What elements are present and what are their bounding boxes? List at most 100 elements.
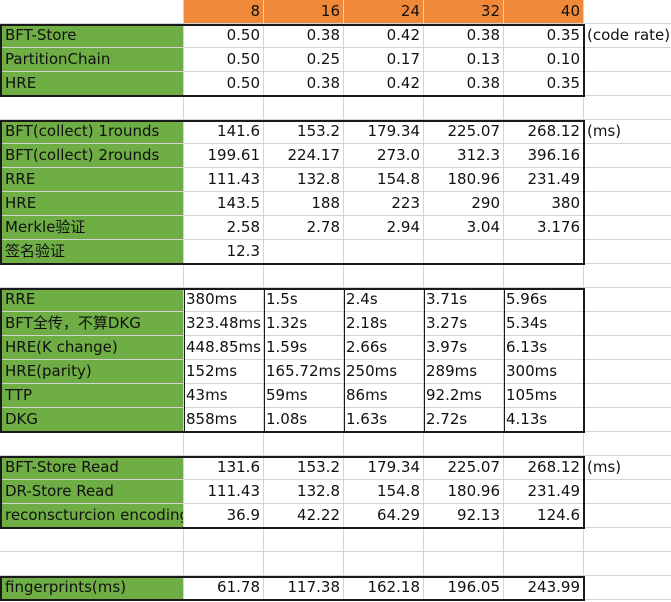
empty-cell[interactable] [344, 552, 424, 576]
value-cell[interactable]: 180.96 [424, 480, 504, 504]
value-cell[interactable]: 289ms [424, 360, 504, 384]
empty-cell[interactable] [584, 192, 671, 216]
empty-cell[interactable] [424, 96, 504, 120]
empty-cell[interactable] [344, 264, 424, 288]
empty-cell[interactable] [424, 552, 504, 576]
value-cell[interactable]: 0.50 [184, 72, 264, 96]
empty-cell[interactable] [584, 480, 671, 504]
empty-cell[interactable] [584, 360, 671, 384]
row-label-cell[interactable]: fingerprints(ms) [0, 576, 184, 600]
empty-cell[interactable] [584, 48, 671, 72]
row-label-cell[interactable]: PartitionChain [0, 48, 184, 72]
column-header-cell[interactable]: 16 [264, 0, 344, 24]
row-label-cell[interactable]: BFT-Store [0, 24, 184, 48]
empty-cell[interactable] [584, 144, 671, 168]
column-header-cell[interactable]: 40 [504, 0, 584, 24]
value-cell[interactable]: 2.66s [344, 336, 424, 360]
row-label-cell[interactable]: HRE(parity) [0, 360, 184, 384]
value-cell[interactable]: 179.34 [344, 456, 424, 480]
value-cell[interactable]: 165.72ms [264, 360, 344, 384]
empty-cell[interactable] [504, 528, 584, 552]
empty-cell[interactable] [184, 432, 264, 456]
row-label-cell[interactable]: Merkle验证 [0, 216, 184, 240]
empty-cell[interactable] [504, 96, 584, 120]
column-header-cell[interactable]: 24 [344, 0, 424, 24]
empty-cell[interactable] [184, 96, 264, 120]
value-cell[interactable]: 154.8 [344, 480, 424, 504]
row-label-cell[interactable]: BFT(collect) 2rounds [0, 144, 184, 168]
value-cell[interactable]: 300ms [504, 360, 584, 384]
value-cell[interactable]: 92.2ms [424, 384, 504, 408]
value-cell[interactable]: 59ms [264, 384, 344, 408]
value-cell[interactable]: 2.78 [264, 216, 344, 240]
row-label-cell[interactable]: DKG [0, 408, 184, 432]
value-cell[interactable]: 141.6 [184, 120, 264, 144]
value-cell[interactable]: 250ms [344, 360, 424, 384]
row-label-cell[interactable]: HRE [0, 72, 184, 96]
value-cell[interactable]: 132.8 [264, 168, 344, 192]
value-cell[interactable]: 131.6 [184, 456, 264, 480]
value-cell[interactable]: 92.13 [424, 504, 504, 528]
value-cell[interactable]: 312.3 [424, 144, 504, 168]
value-cell[interactable]: 223 [344, 192, 424, 216]
value-cell[interactable]: 36.9 [184, 504, 264, 528]
value-cell[interactable]: 124.6 [504, 504, 584, 528]
value-cell[interactable] [264, 240, 344, 264]
value-cell[interactable]: 0.42 [344, 24, 424, 48]
empty-cell[interactable] [264, 528, 344, 552]
row-label-cell[interactable]: reconscturcion encoding [0, 504, 184, 528]
value-cell[interactable]: 111.43 [184, 168, 264, 192]
empty-cell[interactable] [584, 288, 671, 312]
value-cell[interactable]: 231.49 [504, 168, 584, 192]
row-label-cell[interactable]: 签名验证 [0, 240, 184, 264]
value-cell[interactable]: 0.38 [264, 72, 344, 96]
value-cell[interactable]: 290 [424, 192, 504, 216]
value-cell[interactable]: 1.08s [264, 408, 344, 432]
empty-cell[interactable] [424, 528, 504, 552]
value-cell[interactable]: 105ms [504, 384, 584, 408]
value-cell[interactable]: 64.29 [344, 504, 424, 528]
empty-cell[interactable] [0, 552, 184, 576]
value-cell[interactable]: 0.42 [344, 72, 424, 96]
empty-cell[interactable] [0, 528, 184, 552]
value-cell[interactable]: 0.38 [424, 72, 504, 96]
empty-cell[interactable] [584, 0, 671, 24]
value-cell[interactable]: 0.38 [424, 24, 504, 48]
row-label-cell[interactable]: TTP [0, 384, 184, 408]
value-cell[interactable]: 231.49 [504, 480, 584, 504]
value-cell[interactable] [424, 240, 504, 264]
value-cell[interactable]: 273.0 [344, 144, 424, 168]
empty-cell[interactable] [264, 552, 344, 576]
value-cell[interactable]: 3.04 [424, 216, 504, 240]
empty-cell[interactable] [504, 432, 584, 456]
empty-cell[interactable] [584, 240, 671, 264]
row-label-cell[interactable]: RRE [0, 168, 184, 192]
row-label-cell[interactable]: BFT-Store Read [0, 456, 184, 480]
value-cell[interactable]: 380 [504, 192, 584, 216]
value-cell[interactable]: 42.22 [264, 504, 344, 528]
value-cell[interactable]: 179.34 [344, 120, 424, 144]
row-label-cell[interactable]: RRE [0, 288, 184, 312]
empty-cell[interactable] [584, 336, 671, 360]
value-cell[interactable]: 153.2 [264, 456, 344, 480]
value-cell[interactable]: 396.16 [504, 144, 584, 168]
value-cell[interactable]: 132.8 [264, 480, 344, 504]
value-cell[interactable]: 196.05 [424, 576, 504, 600]
row-label-cell[interactable]: HRE [0, 192, 184, 216]
row-label-cell[interactable]: HRE(K change) [0, 336, 184, 360]
value-cell[interactable]: 2.72s [424, 408, 504, 432]
value-cell[interactable]: 268.12 [504, 456, 584, 480]
value-cell[interactable]: 199.61 [184, 144, 264, 168]
empty-cell[interactable] [584, 432, 671, 456]
value-cell[interactable]: 2.58 [184, 216, 264, 240]
value-cell[interactable]: 0.35 [504, 72, 584, 96]
value-cell[interactable]: 0.38 [264, 24, 344, 48]
value-cell[interactable]: 152ms [184, 360, 264, 384]
empty-cell[interactable] [184, 528, 264, 552]
value-cell[interactable]: 162.18 [344, 576, 424, 600]
value-cell[interactable]: 268.12 [504, 120, 584, 144]
value-cell[interactable]: 143.5 [184, 192, 264, 216]
value-cell[interactable]: 117.38 [264, 576, 344, 600]
header-corner-cell[interactable] [0, 0, 184, 24]
value-cell[interactable]: 3.71s [424, 288, 504, 312]
